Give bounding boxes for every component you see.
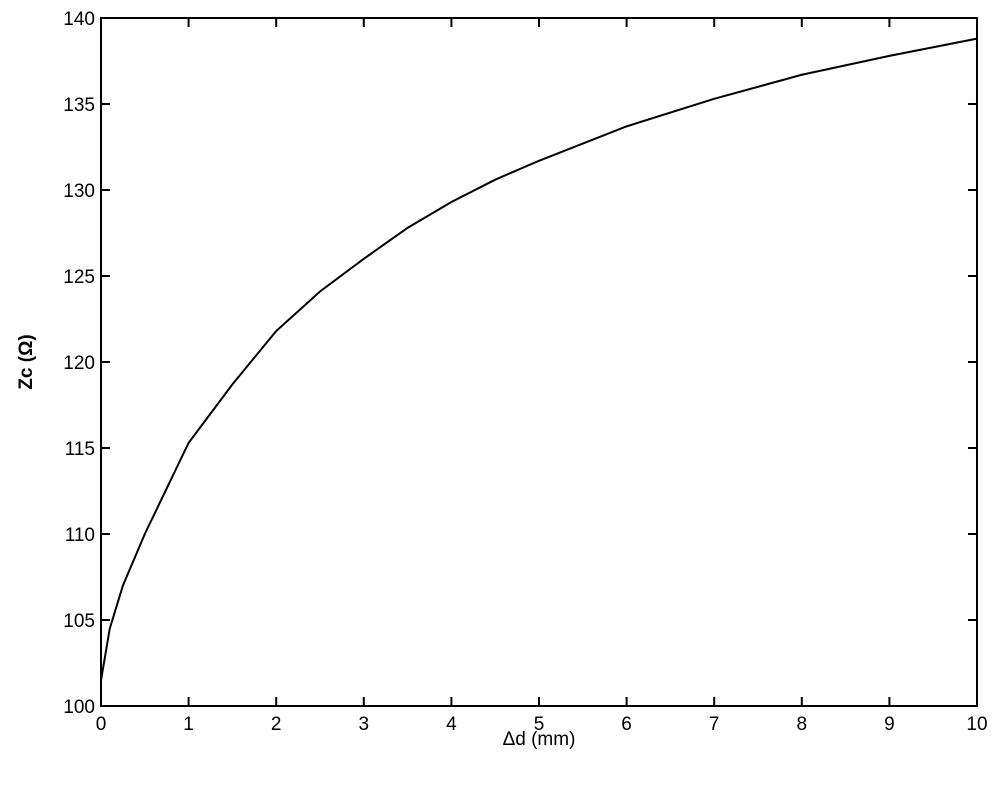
x-axis-label: Δd (mm) — [503, 729, 576, 750]
x-tick-label: 0 — [96, 714, 107, 735]
x-tick-label: 2 — [271, 714, 282, 735]
x-tick-label: 10 — [966, 714, 987, 735]
y-tick-label: 120 — [63, 353, 95, 374]
x-tick-label: 6 — [621, 714, 632, 735]
y-tick-label: 125 — [63, 267, 95, 288]
x-tick-label: 3 — [359, 714, 370, 735]
y-axis-label: Zc (Ω) — [16, 334, 37, 389]
x-tick-label: 9 — [884, 714, 895, 735]
x-tick-label: 5 — [534, 714, 545, 735]
plot-frame — [100, 17, 978, 707]
x-tick-label: 4 — [446, 714, 457, 735]
data-line — [100, 37, 978, 681]
y-tick-label: 130 — [63, 181, 95, 202]
y-tick-label: 100 — [63, 697, 95, 718]
y-tick-label: 105 — [63, 611, 95, 632]
x-tick-label: 7 — [709, 714, 720, 735]
x-tick-label: 1 — [183, 714, 194, 735]
y-tick-label: 115 — [65, 439, 95, 460]
y-tick-label: 140 — [63, 9, 95, 30]
y-tick-label: 110 — [65, 525, 95, 546]
y-tick-label: 135 — [63, 95, 95, 116]
x-tick-label: 8 — [797, 714, 808, 735]
